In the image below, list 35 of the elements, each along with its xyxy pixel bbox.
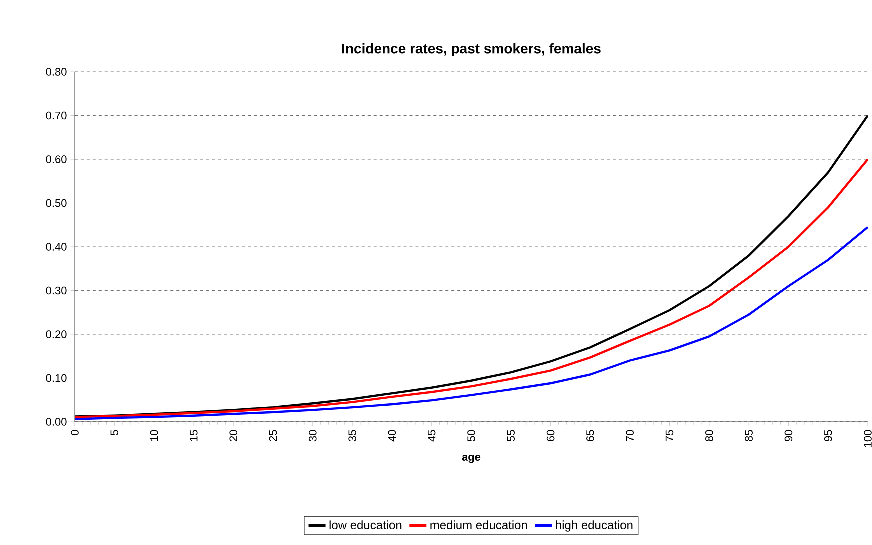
y-tick-label: 0.10 bbox=[46, 374, 67, 382]
x-tick-label: 50 bbox=[468, 430, 476, 442]
x-tick-label: 20 bbox=[230, 430, 238, 442]
y-tick-label: 0.60 bbox=[46, 156, 67, 164]
x-tick-label: 70 bbox=[626, 430, 634, 442]
x-tick-label: 75 bbox=[666, 430, 674, 442]
x-tick-label: 85 bbox=[745, 430, 753, 442]
x-tick-label: 65 bbox=[586, 430, 594, 442]
x-tick-label: 45 bbox=[428, 430, 436, 442]
x-tick-label: 15 bbox=[190, 430, 198, 442]
x-tick-label: 100 bbox=[864, 430, 872, 448]
x-tick-label: 5 bbox=[110, 430, 118, 436]
y-tick-label: 0.70 bbox=[46, 112, 67, 120]
x-tick-label: 30 bbox=[309, 430, 317, 442]
x-tick-label: 90 bbox=[784, 430, 793, 442]
x-tick-label: 60 bbox=[546, 430, 555, 442]
x-tick-label: 0 bbox=[71, 430, 79, 436]
x-tick-label: 40 bbox=[388, 430, 396, 442]
legend-label: medium education bbox=[430, 520, 528, 530]
x-tick-label: 10 bbox=[150, 430, 158, 442]
y-tick-label: 0.30 bbox=[46, 286, 67, 295]
chart-title: Incidence rates, past smokers, females bbox=[342, 43, 601, 57]
legend-label: high education bbox=[556, 520, 633, 532]
x-tick-label: 25 bbox=[269, 430, 278, 442]
x-axis-title: age bbox=[462, 454, 481, 464]
y-tick-label: 0.00 bbox=[46, 418, 67, 426]
x-tick-label: 80 bbox=[706, 430, 714, 442]
x-tick-label: 95 bbox=[824, 430, 832, 442]
y-tick-label: 0.80 bbox=[46, 68, 67, 76]
legend-label: low education bbox=[330, 520, 402, 530]
y-tick-label: 0.40 bbox=[46, 243, 67, 251]
y-tick-label: 0.50 bbox=[46, 199, 67, 208]
x-tick-label: 35 bbox=[348, 430, 356, 442]
x-tick-label: 55 bbox=[507, 430, 515, 442]
y-tick-label: 0.20 bbox=[46, 330, 67, 338]
